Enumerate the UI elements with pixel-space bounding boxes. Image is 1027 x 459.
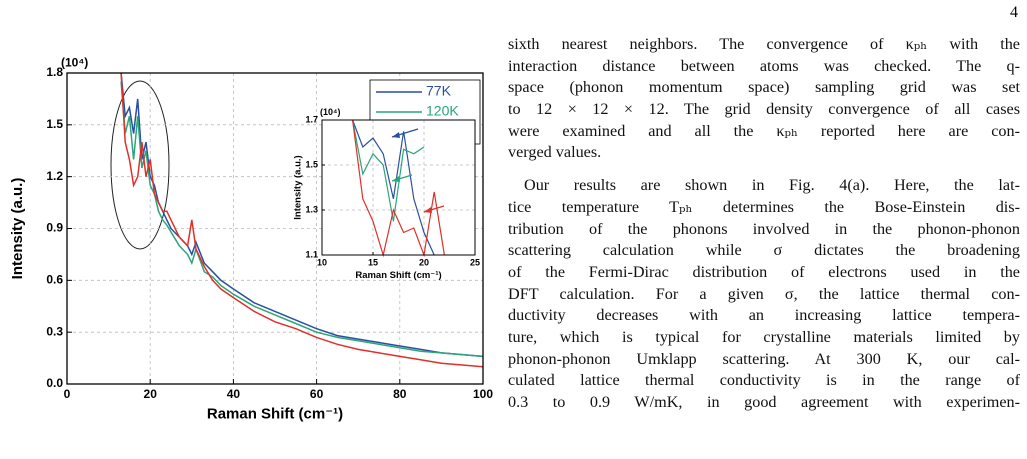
text-column: sixth nearest neighbors. The convergence…	[508, 34, 1020, 414]
text-line: tice temperature Tₚₕ determines the Bose…	[508, 197, 1020, 216]
y-tick-label: 0.9	[46, 221, 63, 235]
text-line: 0.3 to 0.9 W/mK, in good agreement with …	[508, 393, 1020, 411]
text-line: DFT calculation. For a given σ, the latt…	[508, 284, 1020, 303]
x-axis-label: Raman Shift (cm⁻¹)	[355, 270, 441, 281]
text-line: scattering calculation while σ dictates …	[508, 241, 1020, 260]
y-tick-label: 0.3	[46, 324, 63, 338]
text-line: tribution of the phonons involved in the…	[508, 219, 1020, 238]
x-axis-label: Raman Shift (cm⁻¹)	[207, 405, 343, 422]
series-line	[120, 72, 484, 368]
y-tick-label: 0.6	[46, 273, 63, 287]
x-tick-label: 80	[393, 387, 407, 401]
inset-arrows	[391, 128, 445, 213]
x-tick-label: 0	[64, 387, 71, 401]
text-line: ductivity decreases with an increasing l…	[508, 306, 1020, 325]
x-tick-label: 20	[144, 387, 158, 401]
x-tick-label: 15	[368, 257, 378, 267]
y-multiplier: (10⁴)	[61, 56, 88, 70]
text-line: space (phonon momentum space) sampling g…	[508, 78, 1020, 97]
y-multiplier: (10⁴)	[320, 107, 340, 117]
x-tick-label: 20	[419, 257, 429, 267]
x-tick-label: 60	[310, 387, 324, 401]
text-line: Our results are shown in Fig. 4(a). Here…	[524, 176, 1020, 195]
x-tick-label: 10	[317, 257, 327, 267]
highlight-ellipse	[110, 80, 170, 250]
y-tick-label: 1.1	[305, 249, 318, 259]
y-tick-label: 1.5	[305, 159, 318, 169]
paragraph: Our results are shown in Fig. 4(a). Here…	[508, 175, 1020, 414]
y-tick-label: 1.2	[46, 169, 63, 183]
text-line: ture, which is typical for crystalline m…	[508, 327, 1020, 346]
text-line: of the Fermi-Dirac distribution of elect…	[508, 262, 1020, 281]
series-line	[352, 119, 425, 222]
y-axis-label: Intensity (a.u.)	[293, 155, 304, 219]
page-number: 4	[1010, 4, 1018, 21]
y-tick-label: 1.3	[305, 204, 318, 214]
y-tick-label: 1.7	[305, 114, 318, 124]
plot-frame	[66, 72, 484, 385]
x-tick-label: 25	[470, 257, 480, 267]
series-line	[352, 119, 445, 258]
text-line: culated lattice thermal conductivity is …	[508, 371, 1020, 390]
series-line	[352, 119, 435, 256]
text-line: sixth nearest neighbors. The convergence…	[508, 35, 1020, 53]
y-tick-label: 1.5	[46, 117, 63, 131]
legend-label: 120K	[426, 103, 459, 119]
plot-frame	[321, 119, 476, 256]
text-line: verged values.	[508, 143, 602, 162]
y-tick-label: 0.0	[46, 376, 63, 390]
paragraph: sixth nearest neighbors. The convergence…	[508, 34, 1020, 164]
y-axis-label: Intensity (a.u.)	[9, 178, 26, 280]
legend-label: 77K	[426, 83, 452, 99]
text-line: interaction distance between atoms was c…	[508, 56, 1020, 75]
x-tick-label: 100	[473, 387, 493, 401]
figure: 0.0 0.3 0.6 0.9 1.2 1.5 1.8 0 20 40 60 80 100 (10⁴) Ra…	[9, 56, 493, 423]
y-tick-label: 1.8	[46, 65, 63, 79]
text-line: were examined and all the κₚₕ reported h…	[508, 121, 1020, 140]
text-line: phonon-phonon Umklapp scattering. At 300…	[508, 349, 1020, 368]
text-line: to 12 × 12 × 12. The grid density conver…	[508, 100, 1020, 119]
x-tick-label: 40	[227, 387, 241, 401]
